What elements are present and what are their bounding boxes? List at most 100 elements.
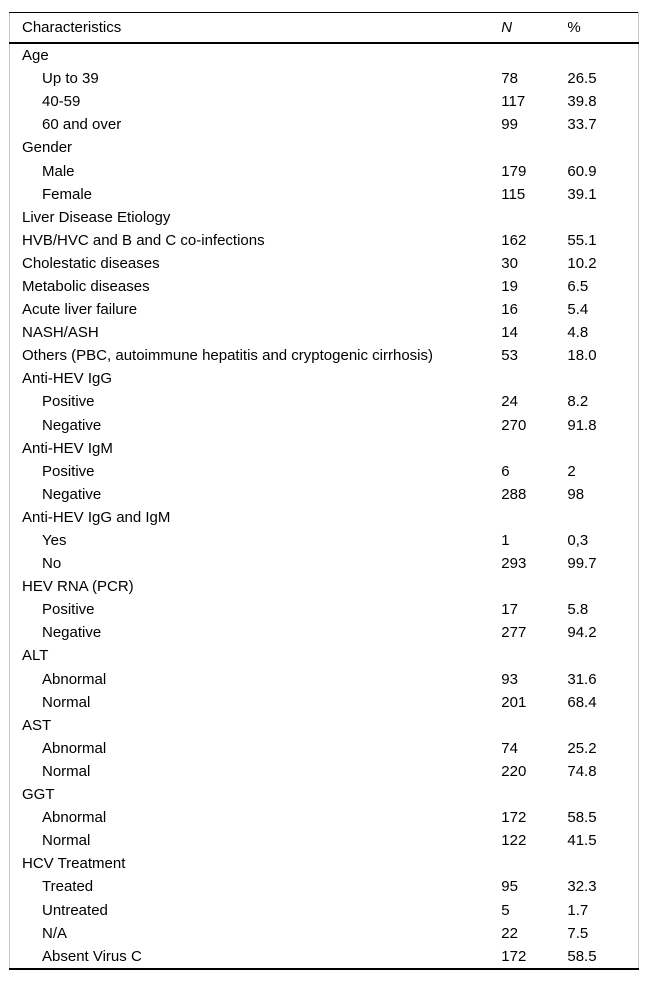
table-row: NASH/ASH 14 4.8 [10, 321, 639, 344]
row-n-value: 16 [501, 301, 518, 319]
row-percent-value [567, 506, 638, 529]
row-label: HVB/HVC and B and C co-infections [22, 231, 265, 249]
row-percent-value: 18.0 [567, 347, 597, 365]
row-percent-value [567, 43, 638, 67]
row-percent-value: 5.8 [567, 601, 589, 619]
row-n-value: 5 [501, 901, 510, 919]
table-header-row: Characteristics N % [9, 12, 639, 44]
row-group-label: HEV RNA (PCR) [22, 578, 134, 596]
row-n-value [501, 437, 567, 460]
table-row: Negative 277 94.2 [10, 621, 639, 644]
table-body: Age Up to 39 78 26.5 40-59 117 39.8 60 and over… [10, 43, 639, 969]
row-n-value: 95 [501, 878, 518, 896]
row-percent-value [567, 714, 638, 737]
row-n-value: 1 [501, 532, 510, 550]
row-n-value: 220 [501, 762, 527, 780]
table-row: Acute liver failure 16 5.4 [10, 298, 639, 321]
table-row: Negative 288 98 [10, 483, 639, 506]
row-group-label: Liver Disease Etiology [22, 208, 171, 226]
row-n-value: 30 [501, 254, 518, 272]
row-n-value [501, 367, 567, 390]
row-label: 40-59 [42, 93, 81, 111]
row-n-value: 172 [501, 809, 527, 827]
row-label: Positive [42, 601, 95, 619]
row-percent-value [567, 852, 638, 875]
row-n-value: 74 [501, 739, 518, 757]
row-n-value [501, 136, 567, 159]
row-group-label: ALT [22, 647, 49, 665]
table-row: Untreated 5 1.7 [10, 898, 639, 921]
table-row-group: Age [10, 43, 639, 67]
row-n-value: 78 [501, 70, 518, 88]
row-n-value: 53 [501, 347, 518, 365]
row-n-value: 201 [501, 693, 527, 711]
row-group-label: Age [22, 47, 49, 65]
row-label: Cholestatic diseases [22, 254, 160, 272]
table-row-group: Anti-HEV IgG [10, 367, 639, 390]
table-row-group: Anti-HEV IgG and IgM [10, 506, 639, 529]
row-n-value: 122 [501, 832, 527, 850]
row-label: Abnormal [42, 670, 107, 688]
row-percent-value: 1.7 [567, 901, 589, 919]
row-percent-value: 99.7 [567, 555, 597, 573]
table-row: Others (PBC, autoimmune hepatitis and cr… [10, 344, 639, 367]
row-label: Negative [42, 485, 102, 503]
row-n-value: 288 [501, 485, 527, 503]
table-row-group: HCV Treatment [10, 852, 639, 875]
table-row: Positive 17 5.8 [10, 598, 639, 621]
table-row: Metabolic diseases 19 6.5 [10, 275, 639, 298]
table-row: No 293 99.7 [10, 552, 639, 575]
row-percent-value: 6.5 [567, 277, 589, 295]
table-row-group: Gender [10, 136, 639, 159]
row-group-label: GGT [22, 786, 55, 804]
row-percent-value: 98 [567, 485, 585, 503]
table-row: Normal 220 74.8 [10, 760, 639, 783]
row-label: Acute liver failure [22, 301, 138, 319]
row-n-value: 179 [501, 162, 527, 180]
table-row: Normal 201 68.4 [10, 691, 639, 714]
row-percent-value: 32.3 [567, 878, 597, 896]
row-label: Female [42, 185, 93, 203]
table-row: Negative 270 91.8 [10, 414, 639, 437]
row-percent-value: 58.5 [567, 809, 597, 827]
row-n-value [501, 714, 567, 737]
row-n-value: 14 [501, 324, 518, 342]
row-label: Normal [42, 832, 91, 850]
row-percent-value: 0,3 [567, 532, 589, 550]
row-n-value: 172 [501, 947, 527, 965]
row-percent-value [567, 136, 638, 159]
row-n-value [501, 783, 567, 806]
row-n-value [501, 43, 567, 67]
table-row-group: AST [10, 714, 639, 737]
row-n-value [501, 575, 567, 598]
row-group-label: Anti-HEV IgG and IgM [22, 508, 171, 526]
row-label: No [42, 555, 62, 573]
row-label: Abnormal [42, 739, 107, 757]
table-row: Abnormal 93 31.6 [10, 668, 639, 691]
row-label: Yes [42, 532, 67, 550]
row-percent-value: 68.4 [567, 693, 597, 711]
row-percent-value: 8.2 [567, 393, 589, 411]
table-head: Characteristics N % [9, 12, 639, 44]
table-row: Male 179 60.9 [10, 159, 639, 182]
row-n-value: 24 [501, 393, 518, 411]
table-row: Cholestatic diseases 30 10.2 [10, 252, 639, 275]
row-label: Untreated [42, 901, 108, 919]
row-percent-value: 7.5 [567, 924, 589, 942]
row-percent-value: 4.8 [567, 324, 589, 342]
row-label: Abnormal [42, 809, 107, 827]
table-row: Absent Virus C 172 58.5 [10, 945, 639, 969]
row-percent-value: 25.2 [567, 739, 597, 757]
column-header-percent: % [567, 12, 639, 44]
table-row-group: Liver Disease Etiology [10, 206, 639, 229]
table-row: 40-59 117 39.8 [10, 90, 639, 113]
row-label: Normal [42, 693, 91, 711]
row-percent-value: 31.6 [567, 670, 597, 688]
row-label: Negative [42, 416, 102, 434]
row-n-value: 99 [501, 116, 518, 134]
row-percent-value: 55.1 [567, 231, 597, 249]
table-row-group: GGT [10, 783, 639, 806]
row-label: Treated [42, 878, 94, 896]
row-group-label: Anti-HEV IgG [22, 370, 113, 388]
row-n-value: 22 [501, 924, 518, 942]
